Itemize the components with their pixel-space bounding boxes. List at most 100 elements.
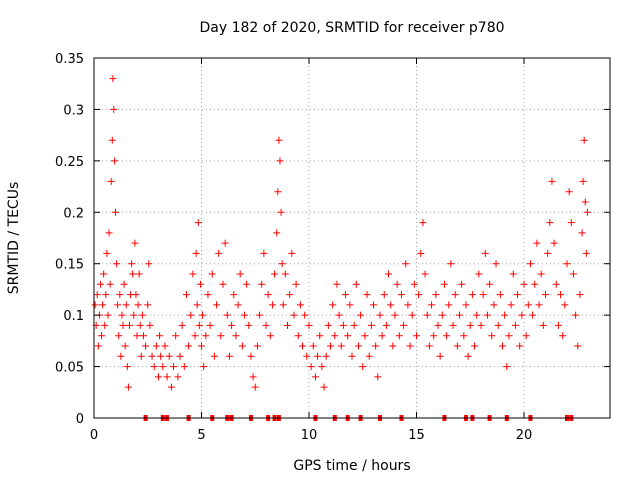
data-point xyxy=(376,311,384,319)
data-point xyxy=(165,352,173,360)
data-point xyxy=(314,352,322,360)
data-point xyxy=(152,342,160,350)
data-point xyxy=(91,301,99,309)
data-point xyxy=(150,363,158,371)
data-point xyxy=(303,352,311,360)
data-point xyxy=(335,311,343,319)
data-point xyxy=(277,208,285,216)
data-point xyxy=(307,363,315,371)
data-point xyxy=(128,260,136,268)
data-point xyxy=(114,301,122,309)
data-point xyxy=(389,342,397,350)
data-point xyxy=(372,342,380,350)
x-tick-label: 15 xyxy=(408,428,425,443)
data-point xyxy=(196,280,204,288)
data-point xyxy=(572,311,580,319)
data-point xyxy=(385,270,393,278)
data-point xyxy=(101,321,109,329)
data-point xyxy=(542,291,549,299)
data-point xyxy=(129,270,137,278)
data-point xyxy=(337,342,345,350)
data-point xyxy=(198,342,205,350)
data-point xyxy=(258,280,266,288)
data-point xyxy=(363,291,371,299)
data-point xyxy=(301,311,309,319)
data-point xyxy=(552,280,560,288)
y-tick-label: 0.1 xyxy=(63,309,84,324)
data-point xyxy=(354,342,362,350)
data-point xyxy=(98,332,106,340)
data-point xyxy=(161,342,169,350)
data-point xyxy=(413,332,420,340)
data-point xyxy=(387,301,395,309)
data-point xyxy=(576,291,584,299)
data-point xyxy=(230,291,238,299)
data-point xyxy=(247,352,255,360)
y-tick-label: 0.2 xyxy=(63,206,84,221)
data-point xyxy=(145,260,153,268)
data-point xyxy=(260,249,268,257)
plot-area-border xyxy=(93,57,611,419)
data-point xyxy=(116,291,124,299)
data-point xyxy=(578,229,586,237)
data-point xyxy=(119,321,127,329)
data-point xyxy=(104,311,112,319)
data-point xyxy=(449,321,457,329)
data-point xyxy=(331,332,339,340)
data-point xyxy=(122,301,130,309)
data-point xyxy=(170,363,178,371)
data-point xyxy=(136,321,144,329)
data-point xyxy=(273,229,281,237)
data-point xyxy=(309,342,317,350)
data-point xyxy=(432,291,440,299)
data-point xyxy=(361,332,369,340)
data-point xyxy=(243,280,251,288)
data-point xyxy=(477,321,485,329)
data-point xyxy=(215,249,223,257)
data-point xyxy=(483,311,491,319)
data-point xyxy=(557,291,565,299)
data-point xyxy=(503,363,511,371)
data-point xyxy=(106,280,114,288)
data-point xyxy=(410,280,418,288)
data-point xyxy=(423,311,431,319)
data-point xyxy=(486,280,494,288)
data-point xyxy=(96,280,104,288)
data-point xyxy=(292,280,300,288)
data-point xyxy=(526,260,534,268)
x-tick-label: 20 xyxy=(516,428,533,443)
data-point xyxy=(219,280,227,288)
data-point xyxy=(111,157,119,165)
data-point xyxy=(144,301,152,309)
data-point xyxy=(200,363,208,371)
data-point xyxy=(451,291,459,299)
data-point xyxy=(187,311,195,319)
data-point xyxy=(447,260,455,268)
data-point xyxy=(460,332,468,340)
data-point xyxy=(579,177,587,185)
data-point xyxy=(182,291,190,299)
data-point xyxy=(533,239,541,247)
data-point xyxy=(339,321,347,329)
axis-ticks xyxy=(93,57,610,419)
data-point xyxy=(107,177,115,185)
data-point xyxy=(139,332,147,340)
data-point xyxy=(421,270,429,278)
data-point xyxy=(352,280,360,288)
data-points xyxy=(91,75,591,391)
data-point xyxy=(93,291,101,299)
data-point xyxy=(559,332,567,340)
data-point xyxy=(102,291,110,299)
data-point xyxy=(554,321,562,329)
data-point xyxy=(134,301,142,309)
data-point xyxy=(342,291,350,299)
data-point xyxy=(440,280,448,288)
data-point xyxy=(567,219,575,227)
data-point xyxy=(286,291,294,299)
data-point xyxy=(105,229,113,237)
data-point xyxy=(299,342,307,350)
data-point xyxy=(546,219,554,227)
data-point xyxy=(406,342,414,350)
data-point xyxy=(524,301,532,309)
